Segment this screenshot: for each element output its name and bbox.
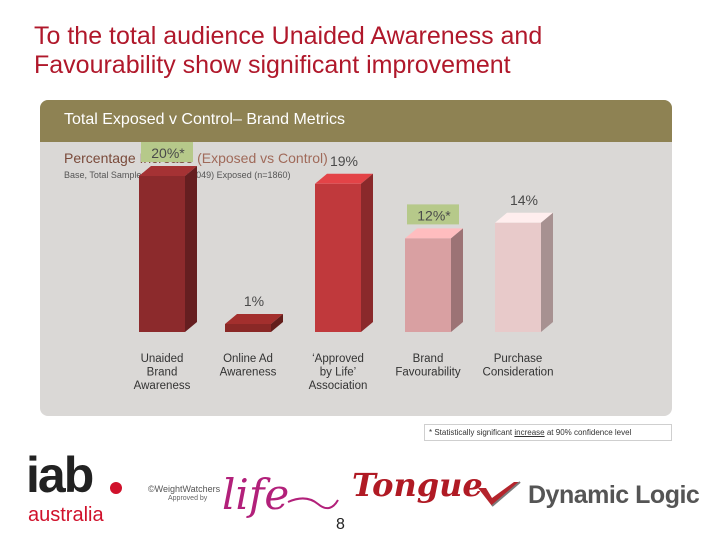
significance-highlight bbox=[141, 142, 193, 162]
footnote-prefix: * Statistically significant bbox=[429, 428, 515, 437]
bar-side-face bbox=[185, 166, 197, 332]
chart-panel: Total Exposed v Control– Brand Metrics P… bbox=[40, 100, 672, 416]
dynamic-logic-wordmark: Dynamic Logic bbox=[528, 481, 700, 509]
ww-logo-line-2: Approved by bbox=[168, 495, 208, 502]
slide-title: To the total audience Unaided Awareness … bbox=[34, 22, 674, 80]
data-label: 19% bbox=[330, 153, 358, 169]
bar-front-face bbox=[225, 324, 271, 332]
bar-side-face bbox=[451, 228, 463, 332]
data-label: 14% bbox=[510, 192, 538, 208]
page-number: 8 bbox=[336, 516, 345, 533]
bar-5 bbox=[495, 212, 553, 332]
bar-top-face bbox=[225, 314, 283, 324]
significance-footnote: * Statistically significant increase at … bbox=[424, 424, 672, 441]
category-label: Purchase bbox=[494, 353, 543, 365]
ww-logo-life: life bbox=[222, 470, 290, 519]
bar-2 bbox=[225, 314, 283, 332]
slide-title-line-2: Favourability show significant improveme… bbox=[34, 51, 511, 79]
category-label: Brand bbox=[413, 353, 444, 365]
bar-1 bbox=[139, 166, 197, 332]
category-label: ‘Approved bbox=[312, 353, 364, 365]
chart-subtitle-muted: (Exposed vs Control) bbox=[197, 150, 328, 166]
bar-top-face bbox=[495, 212, 553, 223]
category-label: Brand bbox=[147, 367, 178, 379]
bar-side-face bbox=[361, 173, 373, 332]
iab-logo-subtext: australia bbox=[28, 504, 104, 526]
dynamic-logic-mark-icon bbox=[478, 481, 521, 507]
tongue-logo: Tongue bbox=[352, 466, 483, 504]
iab-australia-logo: iab australia bbox=[26, 447, 130, 528]
iab-logo-dot bbox=[110, 482, 122, 494]
data-label: 20%* bbox=[151, 145, 185, 161]
category-label: Consideration bbox=[483, 367, 554, 379]
category-label: Favourability bbox=[395, 367, 460, 379]
bar-side-face bbox=[271, 314, 283, 332]
dynamic-logic-logo: Dynamic Logic bbox=[476, 476, 706, 516]
category-label: Unaided bbox=[141, 353, 184, 365]
bar-top-face bbox=[405, 228, 463, 239]
category-label: Association bbox=[309, 380, 368, 392]
bar-front-face bbox=[405, 238, 451, 332]
bar-top-face bbox=[139, 166, 197, 176]
bar-front-face bbox=[315, 183, 361, 332]
weightwatchers-life-logo: ©WeightWatchers Approved by life bbox=[140, 470, 340, 530]
ww-logo-line-1: ©WeightWatchers bbox=[148, 484, 221, 494]
category-label: Awareness bbox=[220, 367, 277, 379]
bar-side-face bbox=[541, 212, 553, 332]
bar-front-face bbox=[139, 176, 185, 332]
category-label: Online Ad bbox=[223, 353, 273, 365]
slide-title-line-1: To the total audience Unaided Awareness … bbox=[34, 22, 543, 50]
footnote-suffix: at 90% confidence level bbox=[544, 428, 632, 437]
category-label: by Life’ bbox=[320, 367, 356, 379]
bar-4 bbox=[405, 228, 463, 332]
significance-highlight bbox=[407, 204, 459, 225]
iab-logo-word: iab bbox=[26, 447, 94, 503]
data-label: 1% bbox=[244, 293, 264, 309]
footnote-underlined: increase bbox=[514, 428, 545, 437]
panel-header: Total Exposed v Control– Brand Metrics bbox=[40, 100, 672, 142]
swoosh-icon bbox=[287, 497, 339, 510]
bar-front-face bbox=[495, 222, 541, 332]
category-label: Awareness bbox=[134, 380, 191, 392]
bar-3 bbox=[315, 173, 373, 332]
data-label: 12%* bbox=[417, 207, 451, 223]
bar-top-face bbox=[315, 173, 373, 184]
